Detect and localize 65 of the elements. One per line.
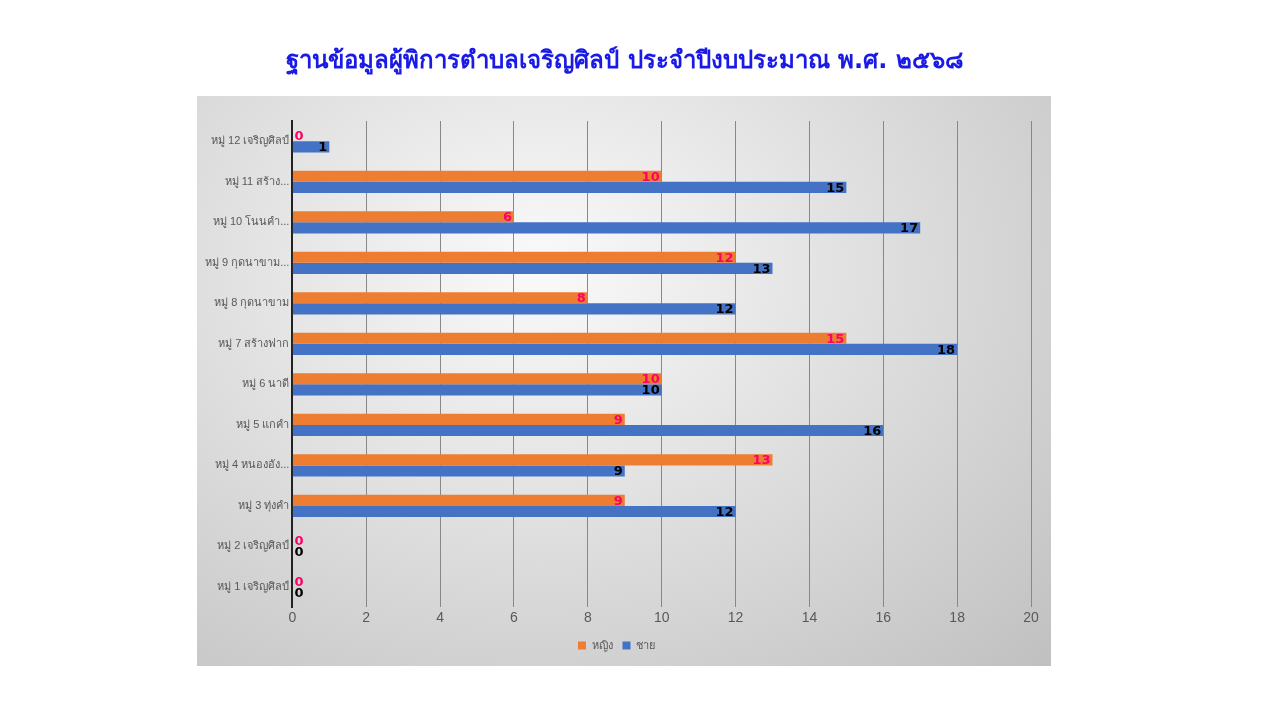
legend-label: ชาย: [636, 638, 655, 651]
x-tick-label: 16: [875, 609, 892, 626]
bar: [292, 251, 736, 263]
data-label: 15: [826, 330, 845, 346]
bar: [292, 465, 625, 477]
data-label: 18: [937, 341, 956, 357]
data-label: 0: [294, 573, 304, 589]
data-label: 0: [294, 128, 304, 144]
data-label: 0: [294, 544, 304, 560]
y-tick-label: หมู่ 1 เจริญศิลป์: [217, 579, 290, 593]
data-label: 12: [715, 249, 734, 265]
x-tick-label: 0: [288, 609, 297, 626]
x-tick-label: 8: [583, 609, 592, 626]
x-tick-label: 10: [653, 609, 670, 626]
data-label: 12: [715, 301, 734, 317]
x-tick-label: 20: [1023, 609, 1039, 626]
x-tick-label: 6: [510, 609, 519, 626]
bar: [292, 303, 736, 315]
data-label: 10: [641, 168, 660, 184]
x-tick-label: 12: [727, 609, 744, 626]
bar: [292, 332, 847, 344]
chart-title: ฐานข้อมูลผู้พิการตำบลเจริญศิลป์ ประจำปีงบประมาณ พ.ศ. ๒๕๖๘: [285, 45, 965, 77]
bar: [292, 343, 958, 355]
y-tick-label: หมู่ 10 โนนคำ...: [212, 214, 290, 229]
y-tick-label: หมู่ 7 สร้างฟาก: [218, 336, 290, 350]
y-tick-label: หมู่ 11 สร้าง...: [224, 174, 290, 188]
x-tick-label: 18: [949, 609, 966, 626]
bar: [292, 211, 514, 223]
legend-label: หญิง: [591, 638, 613, 652]
y-tick-label: หมู่ 2 เจริญศิลป์: [217, 539, 290, 553]
x-tick-label: 14: [801, 609, 818, 626]
x-tick-label: 2: [362, 609, 371, 626]
data-label: 15: [826, 179, 845, 195]
data-label: 13: [752, 452, 771, 468]
y-tick-label: หมู่ 6 นาดี: [242, 377, 290, 391]
data-label: 16: [863, 422, 882, 438]
data-label: 12: [715, 503, 734, 519]
y-tick-label: หมู่ 5 แกคำ: [236, 417, 290, 431]
y-tick-label: หมู่ 8 กุดนาขาม: [214, 296, 290, 310]
data-label: 10: [641, 382, 660, 398]
y-tick-label: หมู่ 4 หนองอัง...: [214, 458, 290, 472]
bar: [292, 262, 773, 274]
data-label: 1: [318, 139, 328, 155]
bar: [292, 424, 884, 437]
bar: [292, 170, 662, 182]
bar: [292, 373, 662, 385]
bar: [292, 222, 921, 234]
bar: [292, 384, 662, 396]
bar: [292, 494, 625, 506]
bar: [292, 505, 736, 518]
data-label: 9: [613, 411, 623, 427]
bar: [292, 454, 773, 466]
x-tick-label: 4: [436, 609, 445, 626]
data-label: 9: [613, 492, 623, 508]
bar: [292, 181, 847, 193]
y-tick-label: หมู่ 3 ทุ่งคำ: [238, 498, 290, 512]
y-tick-label: หมู่ 9 กุดนาขาม...: [204, 255, 290, 269]
data-label: 17: [900, 220, 919, 236]
y-tick-label: หมู่ 12 เจริญศิลป์: [211, 134, 290, 148]
data-label: 6: [502, 209, 512, 225]
bar: [292, 413, 625, 425]
data-label: 8: [576, 290, 586, 306]
bar: [292, 292, 588, 304]
data-label: 9: [613, 463, 623, 479]
data-label: 13: [752, 260, 771, 276]
